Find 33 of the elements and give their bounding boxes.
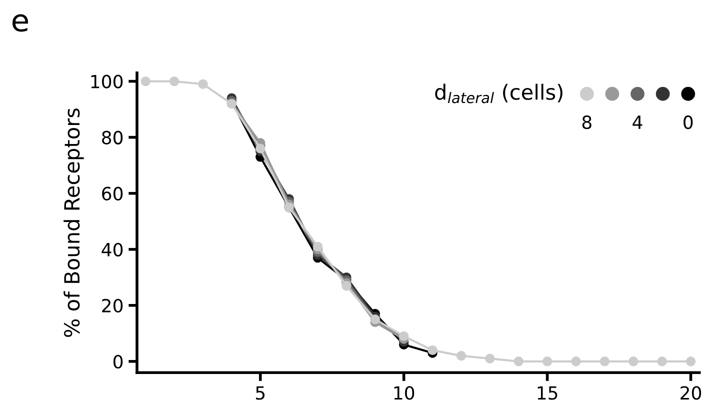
legend-label: 0 xyxy=(684,115,693,130)
y-axis-title: % of Bound Receptors xyxy=(64,108,84,337)
x-tick-label: 5 xyxy=(256,386,265,400)
point xyxy=(485,354,495,364)
point xyxy=(600,356,610,366)
point xyxy=(256,144,266,154)
point xyxy=(198,79,208,89)
y-tick-label: 20 xyxy=(102,298,123,312)
point xyxy=(542,356,552,366)
point xyxy=(169,76,180,86)
y-tick-label: 60 xyxy=(102,186,123,200)
y-tick-label: 0 xyxy=(114,354,123,369)
legend-label: 4 xyxy=(632,116,642,129)
point xyxy=(312,242,323,252)
point xyxy=(140,76,150,86)
point xyxy=(398,331,409,342)
point xyxy=(571,356,581,366)
chart-title: e xyxy=(12,14,28,32)
y-tick-label: 40 xyxy=(102,242,123,256)
y-tick-label: 100 xyxy=(91,74,123,88)
point xyxy=(514,356,524,366)
y-tick-label: 80 xyxy=(102,130,123,144)
point xyxy=(456,350,466,361)
legend-title: d$_{lateral}$ (cells) xyxy=(435,84,562,104)
point xyxy=(628,356,638,366)
point xyxy=(686,356,696,366)
point xyxy=(428,345,438,356)
point xyxy=(657,356,667,366)
point xyxy=(342,280,352,291)
x-tick-label: 10 xyxy=(394,386,414,400)
legend-label: 8 xyxy=(582,115,592,130)
x-tick-label: 15 xyxy=(538,386,558,400)
x-tick-label: 20 xyxy=(680,386,702,400)
